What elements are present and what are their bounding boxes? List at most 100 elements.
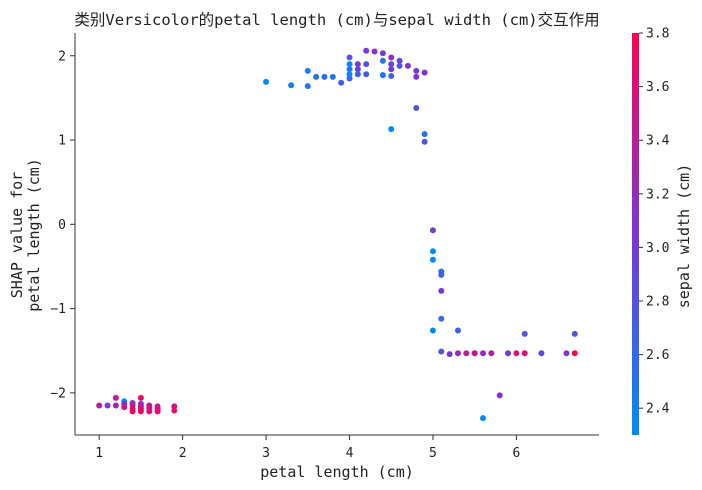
y-axis-label-line-1: SHAP value for [8,172,26,298]
x-axis-label: petal length (cm) [260,463,414,481]
data-point [413,105,420,112]
data-point [404,62,411,69]
data-point [388,54,395,61]
colorbar-label: sepal width (cm) [675,164,693,309]
data-point [363,61,370,68]
data-point [112,394,119,401]
data-point [346,61,353,68]
data-point [304,67,311,74]
data-point [338,79,345,86]
data-point [463,350,470,357]
data-point [321,73,328,80]
data-point [146,408,153,415]
data-point [538,350,545,357]
data-point [421,131,428,138]
data-point [571,350,578,357]
plot-area: 1 2 3 4 5 6 −2 −1 0 1 2 [50,33,599,461]
y-axis-label-line-2: petal length (cm) [25,158,43,312]
data-point [96,402,103,409]
data-point [304,83,311,90]
data-point [388,66,395,73]
data-point [429,248,436,255]
data-point [354,61,361,68]
data-point [379,72,386,79]
colorbar-gradient [632,33,639,435]
data-point [379,50,386,57]
y-axis-label: SHAP value for petal length (cm) [8,158,43,312]
data-point [388,126,395,133]
data-point [438,271,445,278]
data-point [363,71,370,78]
data-point [480,415,487,422]
colorbar-tick-label: 2.6 [646,348,669,363]
data-point [121,404,128,411]
x-tick-label: 1 [95,446,103,461]
data-point [488,350,495,357]
data-point [154,408,161,415]
data-point [454,350,461,357]
data-point [171,403,178,410]
data-point [363,47,370,54]
data-point [571,330,578,337]
y-tick-label: −2 [50,386,66,401]
colorbar-tick-label: 2.8 [646,295,669,310]
data-point [454,327,461,334]
data-point [263,78,270,85]
x-tick-label: 6 [512,446,520,461]
colorbar-tick-label: 3.4 [646,134,670,149]
x-tick-label: 2 [179,446,187,461]
data-point [438,315,445,322]
data-point [521,350,528,357]
data-point [379,57,386,64]
colorbar: 2.4 2.6 2.8 3.0 3.2 3.4 3.6 3.8 sepal width (cm… [632,27,693,435]
colorbar-tick-label: 3.8 [646,27,669,42]
data-point [563,350,570,357]
data-point [388,72,395,79]
data-point [496,392,503,399]
data-points [96,47,578,422]
data-point [346,54,353,61]
data-point [413,67,420,74]
data-point [480,350,487,357]
data-point [354,71,361,78]
data-point [429,227,436,234]
data-point [354,66,361,73]
data-point [396,62,403,69]
colorbar-ticks: 2.4 2.6 2.8 3.0 3.2 3.4 3.6 3.8 [639,27,670,417]
data-point [171,407,178,414]
data-point [505,350,512,357]
data-point [129,408,136,415]
data-point [371,48,378,55]
data-point [438,348,445,355]
y-tick-label: 0 [58,218,66,233]
data-point [513,350,520,357]
x-tick-label: 4 [346,446,354,461]
y-tick-label: 2 [58,49,66,64]
data-point [429,327,436,334]
colorbar-tick-label: 2.4 [646,402,670,417]
data-point [137,408,144,415]
data-point [346,71,353,78]
data-point [429,256,436,263]
x-tick-label: 3 [262,446,270,461]
data-point [137,394,144,401]
data-point [413,73,420,80]
data-point [112,402,119,409]
x-ticks: 1 2 3 4 5 6 [95,435,520,461]
data-point [438,287,445,294]
data-point [346,75,353,82]
data-point [421,69,428,76]
y-tick-label: 1 [58,134,66,149]
y-ticks: −2 −1 0 1 2 [50,49,75,401]
data-point [471,350,478,357]
chart-title: 类别Versicolor的petal length (cm)与sepal wid… [74,11,599,29]
x-tick-label: 5 [429,446,437,461]
colorbar-tick-label: 3.2 [646,187,669,202]
data-point [388,61,395,68]
data-point [446,351,453,358]
data-point [313,73,320,80]
colorbar-tick-label: 3.6 [646,80,669,95]
y-tick-label: −1 [50,302,66,317]
data-point [104,402,111,409]
